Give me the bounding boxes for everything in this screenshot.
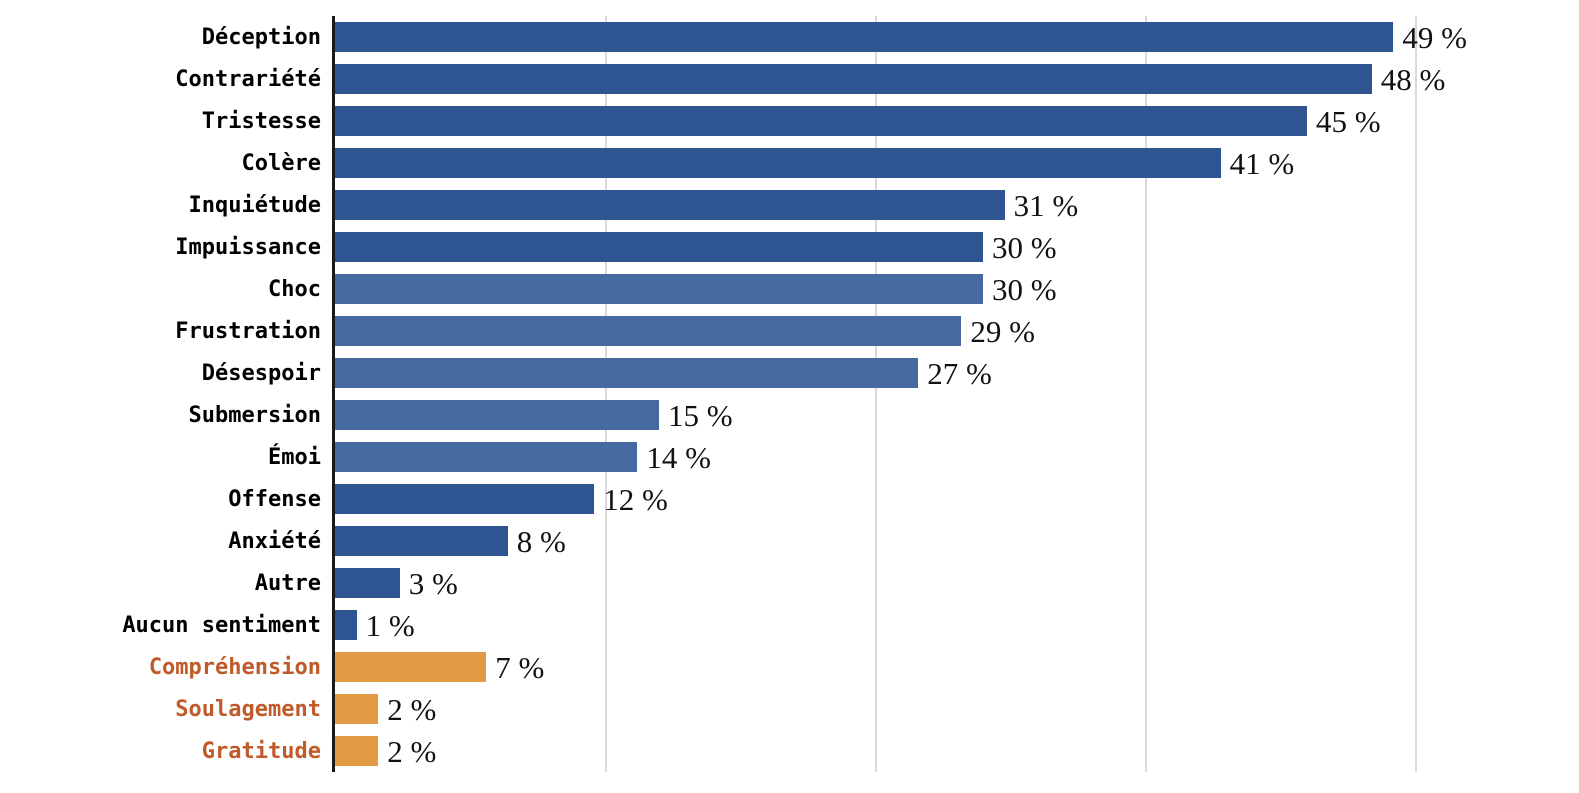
category-label: Anxiété bbox=[228, 528, 321, 554]
bar-row: Émoi 14 % bbox=[0, 436, 1579, 478]
bar-row: Impuissance 30 % bbox=[0, 226, 1579, 268]
bar-row: Choc 30 % bbox=[0, 268, 1579, 310]
bar bbox=[335, 568, 400, 598]
bar bbox=[335, 526, 508, 556]
category-label: Colère bbox=[241, 150, 321, 176]
bar bbox=[335, 148, 1221, 178]
value-label: 2 % bbox=[387, 691, 437, 727]
bar-cell: 3 % bbox=[335, 562, 1579, 604]
bar-cell: 45 % bbox=[335, 100, 1579, 142]
category-label: Tristesse bbox=[201, 108, 321, 134]
category-label: Submersion bbox=[188, 402, 321, 428]
bar-row: Désespoir 27 % bbox=[0, 352, 1579, 394]
bar-cell: 2 % bbox=[335, 688, 1579, 730]
bar-cell: 30 % bbox=[335, 268, 1579, 310]
y-axis-line bbox=[332, 16, 335, 772]
bar-row: Anxiété 8 % bbox=[0, 520, 1579, 562]
value-label: 31 % bbox=[1013, 187, 1079, 223]
category-label: Autre bbox=[254, 570, 321, 596]
gridline bbox=[875, 16, 877, 772]
category-label: Déception bbox=[201, 24, 321, 50]
bar-cell: 31 % bbox=[335, 184, 1579, 226]
bar-cell: 49 % bbox=[335, 16, 1579, 58]
bar bbox=[335, 316, 962, 346]
bar-row: Contrariété 48 % bbox=[0, 58, 1579, 100]
bar bbox=[335, 106, 1307, 136]
value-label: 15 % bbox=[668, 397, 733, 433]
bar-row: Gratitude 2 % bbox=[0, 730, 1579, 772]
bar-row: Aucun sentiment 1 % bbox=[0, 604, 1579, 646]
value-label: 7 % bbox=[495, 649, 545, 685]
bar bbox=[335, 484, 595, 514]
bar bbox=[335, 400, 659, 430]
category-label: Gratitude bbox=[201, 738, 321, 764]
bar-cell: 15 % bbox=[335, 394, 1579, 436]
category-label: Offense bbox=[228, 486, 321, 512]
value-label: 12 % bbox=[603, 481, 668, 517]
category-label: Inquiétude bbox=[188, 192, 321, 218]
bar-row: Frustration 29 % bbox=[0, 310, 1579, 352]
bar-row: Offense 12 % bbox=[0, 478, 1579, 520]
plot-area bbox=[332, 16, 1489, 772]
category-label: Impuissance bbox=[175, 234, 321, 260]
bar-row: Soulagement 2 % bbox=[0, 688, 1579, 730]
bar-cell: 7 % bbox=[335, 646, 1579, 688]
bar bbox=[335, 190, 1005, 220]
bar bbox=[335, 610, 357, 640]
gridline bbox=[1145, 16, 1147, 772]
bar bbox=[335, 652, 487, 682]
chart-rows: Déception 49 % Contrariété 48 % Tristesse 45 … bbox=[0, 16, 1579, 772]
bar bbox=[335, 274, 983, 304]
bar bbox=[335, 358, 919, 388]
gridline bbox=[1415, 16, 1417, 772]
bar bbox=[335, 22, 1394, 52]
bar-row: Colère 41 % bbox=[0, 142, 1579, 184]
category-label: Émoi bbox=[268, 444, 321, 470]
bar-row: Autre 3 % bbox=[0, 562, 1579, 604]
bar-row: Inquiétude 31 % bbox=[0, 184, 1579, 226]
bar-cell: 41 % bbox=[335, 142, 1579, 184]
gridline bbox=[605, 16, 607, 772]
category-label: Désespoir bbox=[201, 360, 321, 386]
value-label: 30 % bbox=[992, 271, 1057, 307]
bar-cell: 30 % bbox=[335, 226, 1579, 268]
bar bbox=[335, 232, 983, 262]
bar-cell: 12 % bbox=[335, 478, 1579, 520]
value-label: 27 % bbox=[927, 355, 992, 391]
bar-row: Compréhension 7 % bbox=[0, 646, 1579, 688]
value-label: 45 % bbox=[1316, 103, 1381, 139]
bar-cell: 48 % bbox=[335, 58, 1579, 100]
category-label: Choc bbox=[268, 276, 321, 302]
value-label: 48 % bbox=[1380, 61, 1446, 97]
category-label: Aucun sentiment bbox=[122, 612, 321, 638]
category-label: Soulagement bbox=[175, 696, 321, 722]
value-label: 8 % bbox=[516, 523, 566, 559]
value-label: 2 % bbox=[387, 733, 437, 769]
bar-cell: 29 % bbox=[335, 310, 1579, 352]
category-label: Compréhension bbox=[148, 654, 321, 680]
bar bbox=[335, 736, 379, 766]
value-label: 1 % bbox=[365, 607, 415, 643]
bar-cell: 27 % bbox=[335, 352, 1579, 394]
bar-cell: 8 % bbox=[335, 520, 1579, 562]
bar-cell: 1 % bbox=[335, 604, 1579, 646]
category-label: Contrariété bbox=[175, 66, 321, 92]
value-label: 3 % bbox=[408, 565, 458, 601]
value-label: 49 % bbox=[1402, 19, 1467, 55]
bar-cell: 2 % bbox=[335, 730, 1579, 772]
bar-cell: 14 % bbox=[335, 436, 1579, 478]
value-label: 29 % bbox=[970, 313, 1035, 349]
value-label: 14 % bbox=[646, 439, 711, 475]
bar bbox=[335, 694, 379, 724]
bar-row: Déception 49 % bbox=[0, 16, 1579, 58]
value-label: 30 % bbox=[992, 229, 1057, 265]
category-label: Frustration bbox=[175, 318, 321, 344]
bar bbox=[335, 64, 1372, 94]
value-label: 41 % bbox=[1229, 145, 1295, 181]
bar bbox=[335, 442, 638, 472]
bar-row: Submersion 15 % bbox=[0, 394, 1579, 436]
bar-row: Tristesse 45 % bbox=[0, 100, 1579, 142]
